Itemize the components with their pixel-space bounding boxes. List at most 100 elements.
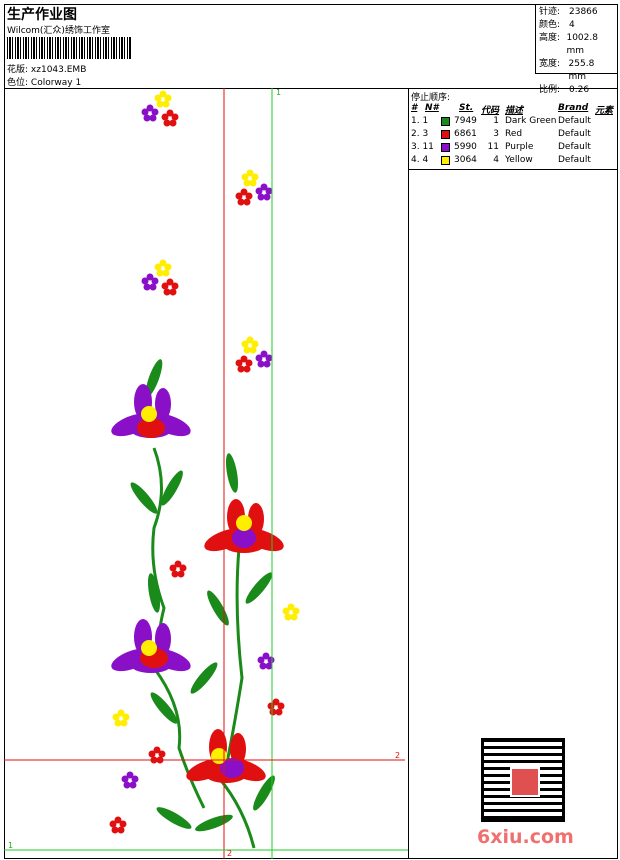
code: 11 [487, 142, 499, 152]
flower-center [232, 528, 256, 548]
guide-label: 1 [8, 841, 13, 850]
flower [154, 259, 172, 277]
flower [141, 273, 159, 291]
stop-index: 2. 3 [411, 129, 429, 139]
divider [4, 88, 618, 89]
flower [121, 771, 139, 789]
info-label: 宽度: [539, 59, 561, 69]
label: 花版: [7, 65, 29, 75]
design-row: 花版: xz1043.EMB [7, 62, 86, 75]
title: 生产作业图 [7, 7, 77, 23]
stitches: 7949 [454, 116, 477, 126]
column-header: St. [459, 103, 474, 113]
small-flowers [109, 90, 300, 834]
flower [267, 698, 285, 716]
description: Yellow [505, 155, 533, 165]
flower [241, 169, 259, 187]
flower-center [137, 418, 165, 438]
flower [255, 350, 273, 368]
flower-center [141, 640, 157, 656]
stop-title: 停止顺序: [411, 93, 451, 103]
sheet-border [4, 4, 618, 859]
code: 1 [493, 116, 499, 126]
flower-center [220, 758, 244, 778]
flower [161, 109, 179, 127]
divider [408, 88, 409, 859]
flower [282, 603, 300, 621]
stop-sequence: 停止顺序: # N# St. 代码 描述 Brand 元素 1. 1 7949 1 Dark Gre… [408, 88, 618, 170]
brand: Default [558, 116, 591, 126]
stop-row: 3. 11 5990 11 Purple Default [411, 142, 615, 155]
guide-label: 2 [227, 849, 232, 858]
flower [235, 188, 253, 206]
brand: Default [558, 142, 591, 152]
info-value: 255.8 mm [568, 59, 595, 82]
color-swatch [441, 130, 450, 139]
stop-row: 1. 1 7949 1 Dark Green Default [411, 116, 615, 129]
flower-center [141, 406, 157, 422]
color-swatch [441, 156, 450, 165]
flower [109, 816, 127, 834]
color-swatch [441, 117, 450, 126]
leaf [154, 803, 194, 833]
stop-index: 1. 1 [411, 116, 429, 126]
info-value: 23866 [569, 7, 598, 17]
info-label: 高度: [539, 33, 561, 43]
info-label: 比例: [539, 85, 561, 95]
info-label: 颜色: [539, 20, 561, 30]
stop-header: # N# St. 代码 描述 Brand 元素 [411, 103, 615, 116]
stitches: 3064 [454, 155, 477, 165]
guide-label: 2 [395, 751, 400, 760]
column-header: 代码 [481, 106, 500, 116]
barcode [7, 37, 131, 59]
brand: Default [558, 155, 591, 165]
leaf [193, 811, 235, 835]
column-header: 描述 [505, 106, 524, 116]
flower [148, 746, 166, 764]
stitches: 5990 [454, 142, 477, 152]
column-header: Brand [558, 103, 589, 113]
info-value: 4 [569, 20, 575, 30]
flower-center [211, 748, 227, 764]
stem [152, 667, 206, 809]
guide-label: 1 [276, 88, 281, 97]
leaf [127, 479, 161, 517]
flower [235, 355, 253, 373]
flower [141, 104, 159, 122]
stem [217, 777, 256, 849]
column-header: 元素 [595, 106, 614, 116]
info-box: 针迹: 23866 颜色: 4 高度: 1002.8 mm 宽度: 255.8 mm 比例: 0.… [535, 4, 618, 95]
watermark: 6xiu.com [477, 826, 574, 848]
code: 3 [493, 129, 499, 139]
stop-row: 2. 3 6861 3 Red Default [411, 129, 615, 142]
big-flowers [108, 384, 287, 786]
stop-index: 3. 11 [411, 142, 434, 152]
flower-center [236, 515, 252, 531]
column-header: N# [425, 103, 439, 113]
leaf [242, 569, 276, 607]
leaf [223, 452, 241, 494]
design-canvas: 1 2 1 2 [4, 88, 408, 859]
info-value: 0.26 [569, 85, 590, 95]
flower [241, 336, 259, 354]
flower [161, 278, 179, 296]
info-label: 针迹: [539, 7, 561, 17]
info-row: 高度: 1002.8 mm [539, 32, 614, 58]
qr-logo [510, 767, 540, 797]
description: Purple [505, 142, 534, 152]
description: Dark Green [505, 116, 557, 126]
colorway-row: 色位: Colorway 1 [7, 75, 81, 88]
brand: Default [558, 129, 591, 139]
flower [154, 90, 172, 108]
stop-row: 4. 4 3064 4 Yellow Default [411, 155, 615, 168]
leaf [203, 588, 233, 628]
flower [112, 709, 130, 727]
info-row: 宽度: 255.8 mm [539, 58, 614, 84]
design: xz1043.EMB [30, 65, 87, 75]
description: Red [505, 129, 523, 139]
info-row: 颜色: 4 [539, 19, 614, 32]
column-header: # [411, 103, 418, 113]
info-row: 针迹: 23866 [539, 6, 614, 19]
stop-index: 4. 4 [411, 155, 429, 165]
